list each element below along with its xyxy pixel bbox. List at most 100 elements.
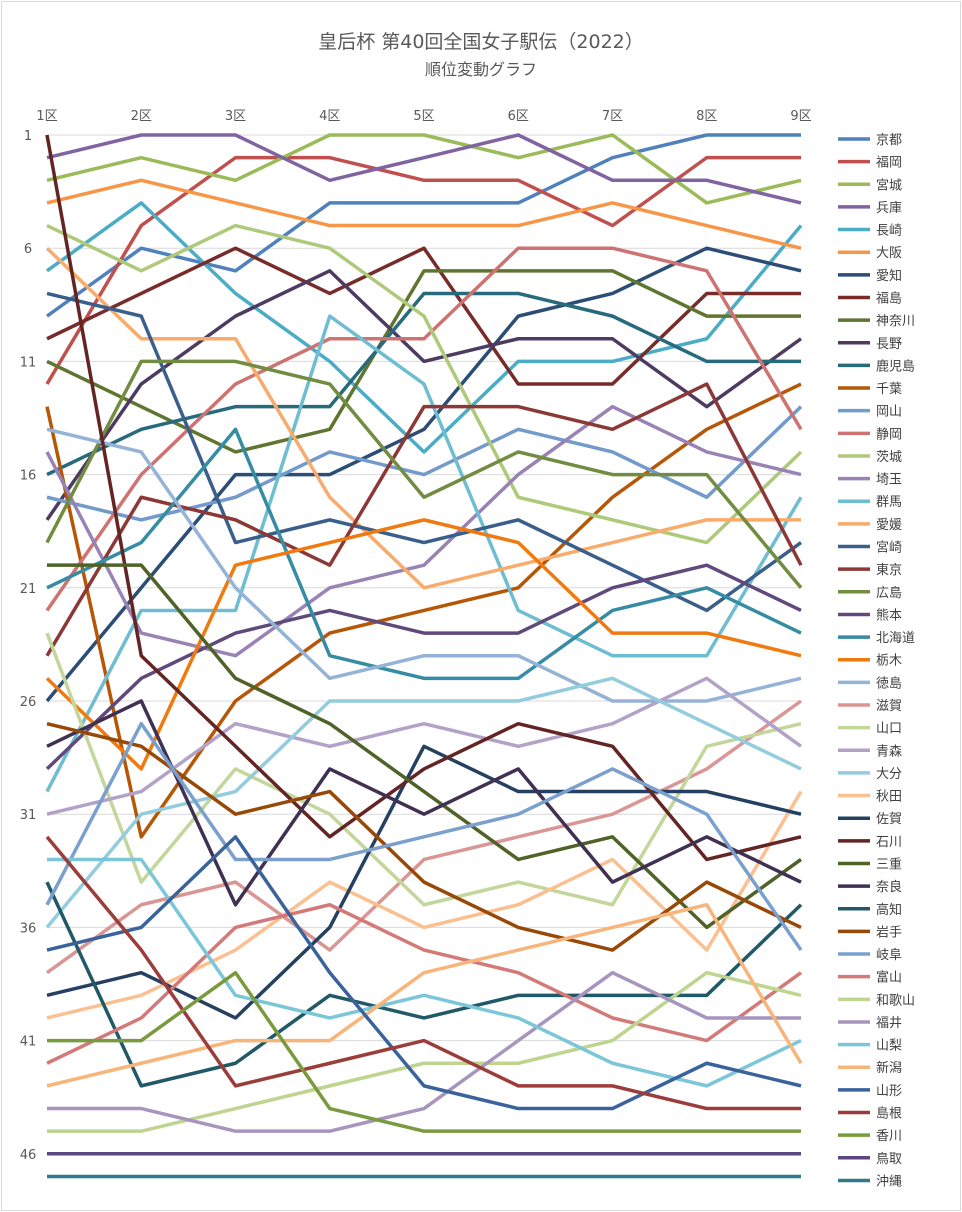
y-tick-label: 21 — [20, 582, 37, 597]
y-tick-label: 26 — [20, 695, 37, 710]
legend-label: 福井 — [876, 1016, 902, 1031]
legend-label: 神奈川 — [876, 314, 915, 329]
y-tick-label: 11 — [20, 355, 37, 370]
y-tick-label: 1 — [24, 129, 32, 144]
series-line-13 — [46, 405, 803, 522]
series-line-24 — [45, 518, 802, 771]
legend-label: 東京 — [876, 562, 902, 578]
legend-label: 大分 — [876, 767, 902, 782]
series-line-6 — [46, 178, 802, 250]
legend-label: 山口 — [876, 722, 902, 737]
legend-label: 奈良 — [876, 879, 902, 895]
legend-label: 秋田 — [876, 790, 902, 805]
legend-label: 静岡 — [876, 427, 902, 442]
legend-label: 兵庫 — [876, 201, 902, 216]
y-tick-label: 46 — [20, 1148, 37, 1163]
series-line-15 — [46, 223, 803, 545]
legend-label: 愛媛 — [876, 518, 902, 533]
chart-subtitle: 順位変動グラフ — [425, 60, 537, 79]
legend-label: 高知 — [876, 902, 902, 918]
series-line-4 — [46, 133, 802, 205]
series-line-3 — [46, 133, 802, 205]
legend-label: 北海道 — [876, 631, 915, 646]
x-tick-label: 2区 — [131, 109, 152, 124]
legend-label: 熊本 — [876, 607, 902, 623]
x-axis-labels: 1区 2区 3区 4区 5区 6区 7区 8区 9区 — [36, 109, 811, 124]
series-line-17 — [45, 314, 803, 793]
legend-label: 和歌山 — [876, 993, 915, 1008]
series-line-43 — [46, 835, 802, 1111]
series-line-18 — [45, 246, 801, 590]
series-line-21 — [45, 359, 803, 589]
legend-label: 岐阜 — [876, 947, 902, 963]
legend-label: 群馬 — [876, 495, 902, 510]
legend-label: 鹿児島 — [876, 358, 915, 374]
series-line-29 — [45, 676, 802, 929]
chart-title: 皇后杯 第40回全国女子駅伝（2022） — [318, 31, 644, 53]
legend-label: 青森 — [876, 744, 902, 759]
series-line-38 — [46, 903, 803, 1065]
legend-label: 沖縄 — [876, 1174, 902, 1189]
legend-label: 島根 — [876, 1107, 902, 1122]
x-tick-label: 5区 — [413, 109, 434, 124]
legend-label: 京都 — [876, 133, 902, 148]
y-tick-label: 16 — [20, 469, 37, 484]
series-line-42 — [46, 903, 803, 1088]
legend-label: 山形 — [876, 1084, 902, 1099]
series-line-44 — [45, 835, 801, 1111]
legend: 京都福岡宮城兵庫長崎大阪愛知福島神奈川長野鹿児島千葉岡山静岡茨城埼玉群馬愛媛宮崎… — [838, 133, 915, 1189]
legend-label: 宮城 — [876, 177, 902, 193]
series-line-35 — [45, 881, 803, 1088]
legend-label: 大阪 — [876, 246, 902, 261]
legend-label: 香川 — [876, 1129, 902, 1144]
series-line-33 — [47, 563, 803, 930]
legend-label: 栃木 — [876, 654, 902, 669]
x-tick-label: 8区 — [696, 109, 717, 124]
series-line-32 — [45, 134, 802, 862]
legend-label: 新潟 — [876, 1060, 902, 1076]
legend-label: 宮崎 — [876, 540, 902, 556]
series-line-39 — [47, 970, 802, 1133]
series-line-14 — [45, 246, 803, 612]
legend-label: 長野 — [876, 337, 902, 352]
series-line-11 — [46, 291, 801, 477]
x-tick-label: 6区 — [508, 109, 529, 124]
legend-label: 山梨 — [876, 1039, 902, 1054]
legend-label: 三重 — [876, 856, 902, 872]
legend-label: 福岡 — [876, 156, 902, 171]
legend-label: 茨城 — [876, 450, 902, 465]
x-tick-label: 1区 — [36, 109, 57, 124]
series-line-23 — [46, 427, 802, 681]
series-line-45 — [47, 970, 801, 1133]
x-tick-label: 9区 — [790, 109, 811, 124]
series-line-37 — [45, 721, 803, 952]
legend-label: 徳島 — [876, 676, 902, 691]
legend-label: 滋賀 — [876, 699, 902, 714]
x-tick-label: 3区 — [225, 109, 246, 124]
legend-label: 愛知 — [876, 268, 902, 284]
series-line-25 — [46, 427, 802, 703]
series-line-8 — [46, 246, 801, 386]
legend-label: 福島 — [876, 291, 902, 306]
x-tick-label: 7区 — [602, 109, 623, 124]
legend-label: 千葉 — [876, 382, 902, 397]
series-line-12 — [45, 382, 802, 839]
legend-label: 広島 — [876, 586, 902, 601]
series-line-30 — [46, 790, 803, 1020]
y-tick-label: 6 — [24, 242, 32, 257]
series-line-40 — [47, 970, 801, 1133]
series-line-22 — [45, 563, 802, 771]
legend-label: 石川 — [876, 835, 902, 850]
x-tick-label: 4区 — [319, 109, 340, 124]
legend-label: 長崎 — [876, 224, 902, 239]
series-line-16 — [45, 404, 802, 658]
y-tick-label: 31 — [20, 808, 37, 823]
legend-label: 鳥取 — [876, 1152, 902, 1167]
y-tick-label: 36 — [20, 921, 37, 936]
legend-label: 埼玉 — [876, 473, 902, 488]
legend-label: 岡山 — [876, 405, 902, 420]
y-tick-label: 41 — [20, 1035, 37, 1050]
